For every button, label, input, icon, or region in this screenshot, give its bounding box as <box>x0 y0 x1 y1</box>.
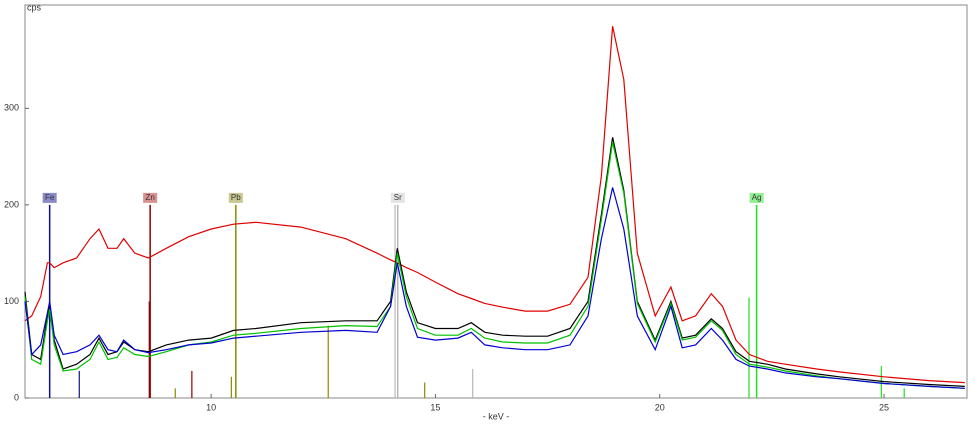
x-tick-label: 20 <box>655 402 665 412</box>
element-label: Ag <box>752 193 762 202</box>
y-tick-label: 200 <box>4 199 19 209</box>
element-label: Zn <box>145 193 154 202</box>
x-tick-label: 10 <box>206 402 216 412</box>
x-tick-label: 25 <box>879 402 889 412</box>
spectrum-line <box>24 26 965 384</box>
spectrum-line <box>24 137 965 387</box>
y-tick-label: 0 <box>14 392 19 402</box>
element-label: Fe <box>45 193 55 202</box>
element-label-box <box>143 192 158 203</box>
element-label-box <box>228 192 243 203</box>
plot-frame <box>24 4 968 399</box>
x-label: - keV - <box>483 411 510 421</box>
spectrum-line <box>24 141 965 389</box>
y-unit: cps <box>27 2 42 12</box>
element-label: Sr <box>394 193 402 202</box>
element-label-box <box>42 192 57 203</box>
y-tick-label: 100 <box>4 296 19 306</box>
element-label-box <box>749 192 764 203</box>
element-label: Pb <box>231 193 241 202</box>
y-tick-label: 300 <box>4 103 19 113</box>
element-label-box <box>390 192 405 203</box>
spectrum-line <box>24 187 965 389</box>
x-tick-label: 15 <box>430 402 440 412</box>
